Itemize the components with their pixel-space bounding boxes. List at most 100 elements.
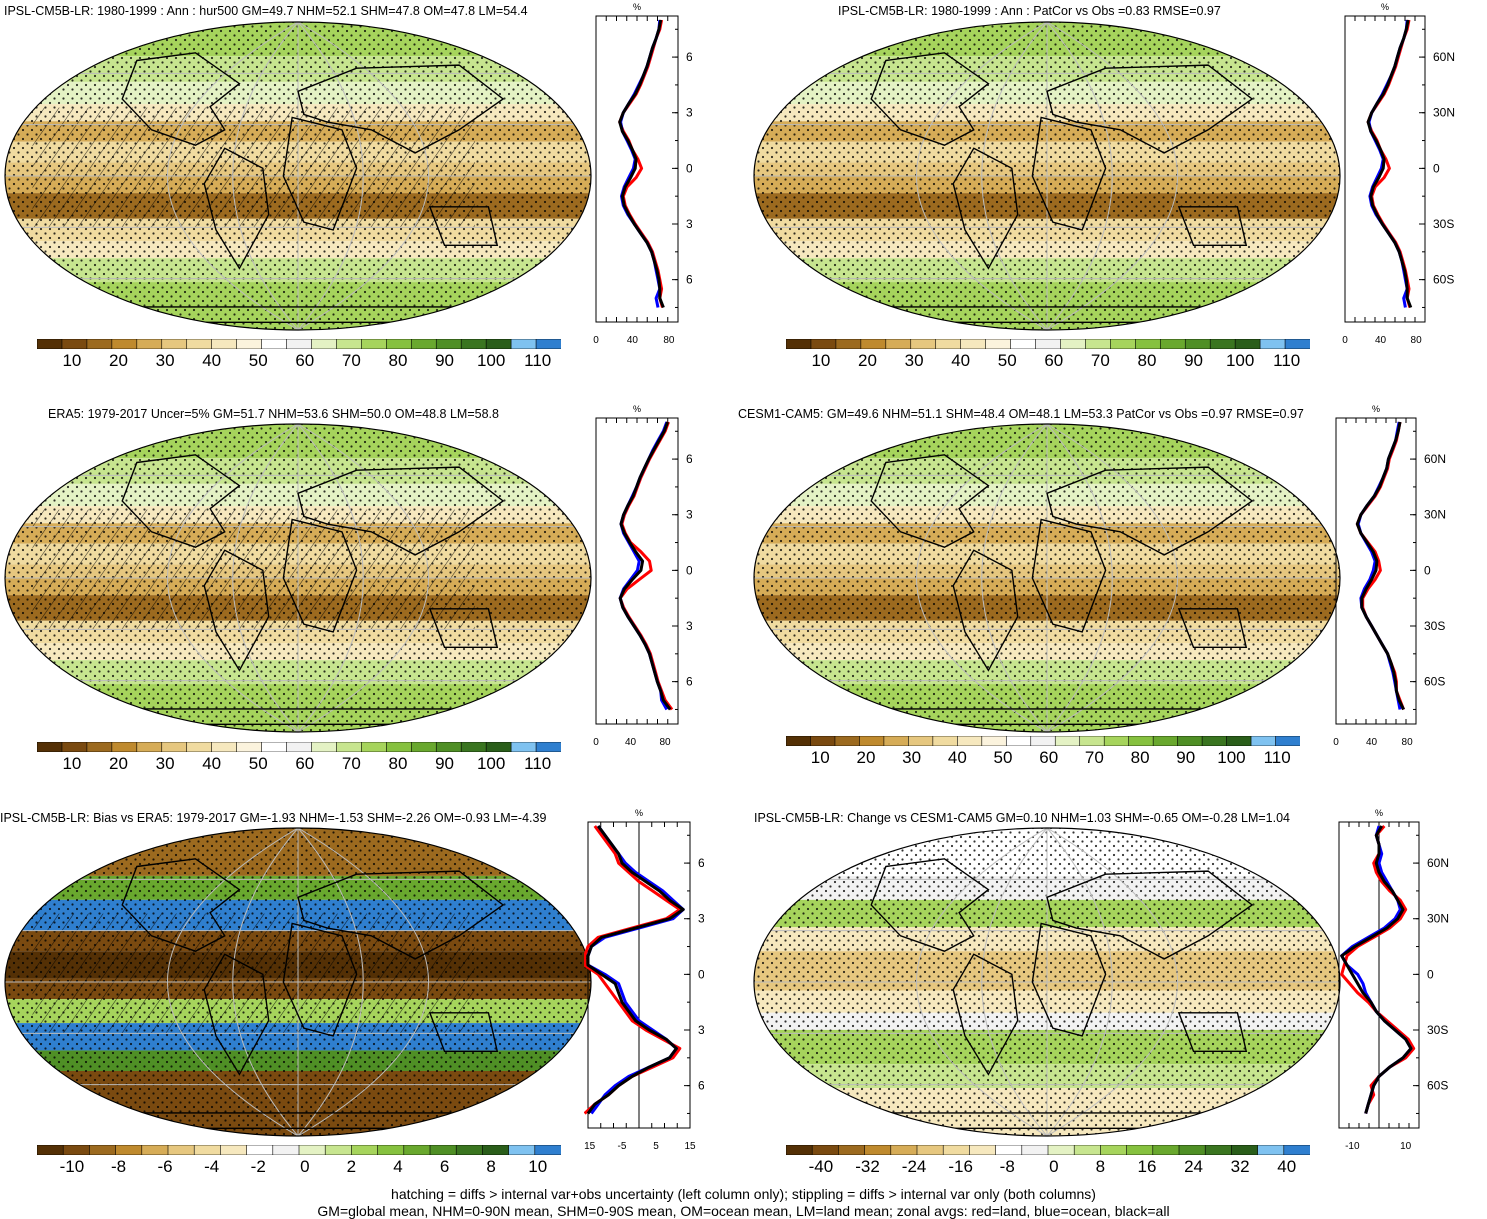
zonal-series-ocean — [586, 825, 685, 1115]
coastline — [203, 147, 270, 270]
colorbar-swatch — [161, 339, 188, 349]
graticule-meridian — [981, 424, 1048, 732]
graticule-meridian — [297, 22, 364, 330]
colorbar-tick-label: 110 — [524, 754, 552, 773]
graticule-meridian — [167, 22, 299, 330]
coastline — [1046, 64, 1254, 154]
colorbar-tick-label: 20 — [109, 754, 128, 773]
colorbar-tick-label: -2 — [250, 1157, 266, 1176]
colorbar-labels: 10 20 30 40 50 60 70 80 90 100 110 — [0, 754, 700, 774]
colorbar-swatch — [220, 1145, 248, 1155]
zonal-xtick-label: 40 — [1366, 737, 1378, 748]
colorbar-tick-label: 110 — [1263, 748, 1291, 767]
colorbar-swatch — [336, 339, 363, 349]
coastline — [952, 549, 1019, 672]
colorbar-swatch — [386, 339, 413, 349]
zonal-frame — [1344, 15, 1426, 323]
zonal-series-ocean — [618, 421, 669, 711]
colorbar-swatch — [186, 339, 213, 349]
graticule-meridian — [1046, 22, 1178, 330]
colorbar-tick-label: 70 — [341, 351, 361, 370]
colorbar-swatch — [1231, 1145, 1259, 1155]
zonal-unit-label: % — [635, 808, 643, 818]
zonal-xtick-label: 0 — [1333, 737, 1339, 748]
coastline — [1031, 116, 1107, 231]
zonal-ytick-label: 0 — [686, 563, 692, 577]
coastline — [282, 116, 358, 231]
graticule-meridian — [981, 828, 1048, 1136]
coastline — [870, 52, 990, 146]
map-hatching — [32, 913, 475, 1034]
zonal-ytick-label: 30S — [686, 217, 692, 231]
map-panel — [753, 423, 1341, 733]
zonal-ytick-label: 30N — [698, 912, 704, 926]
colorbar-swatch — [261, 339, 288, 349]
colorbar-tick-label: 50 — [993, 748, 1013, 767]
zonal-mean-plot: % 60N 30N 0 30S 60S 0 40 80 — [1342, 2, 1455, 346]
colorbar-swatch — [1204, 1145, 1233, 1155]
coastline — [428, 1012, 499, 1053]
colorbar-swatch — [510, 339, 537, 349]
colorbar-swatch — [1079, 736, 1105, 746]
zonal-unit-label: % — [633, 404, 641, 414]
coastline — [428, 206, 499, 247]
colorbar-swatch — [1201, 736, 1228, 746]
colorbar-tick-label: 10 — [528, 1157, 548, 1176]
zonal-unit-label: % — [1375, 808, 1383, 818]
zonal-ytick-label: 60S — [1433, 273, 1454, 287]
colorbar-tick-label: -40 — [808, 1157, 834, 1176]
colorbar-swatch — [1152, 1145, 1180, 1155]
colorbar-labels: -10 -8 -6 -4 -2 0 2 4 6 8 10 — [0, 1157, 700, 1177]
colorbar-swatch — [1135, 339, 1162, 349]
colorbar-tick-label: 80 — [388, 351, 408, 370]
colorbar-swatch — [508, 1145, 536, 1155]
colorbar-tick-label: -8 — [999, 1157, 1015, 1176]
zonal-ytick-label: 30N — [686, 106, 692, 120]
colorbar-swatch — [1283, 1145, 1310, 1155]
colorbar-tick-label: 80 — [388, 754, 408, 773]
colorbar-swatch — [286, 339, 313, 349]
colorbar-swatch — [1259, 339, 1286, 349]
colorbar-swatch — [1110, 339, 1137, 349]
zonal-ytick-label: 30S — [1427, 1023, 1448, 1037]
graticule-meridian — [167, 828, 299, 1136]
zonal-xtick-label: 40 — [625, 737, 637, 748]
colorbar-tick-label: 24 — [1184, 1157, 1204, 1176]
zonal-xtick-label: 0 — [593, 335, 599, 346]
colorbar-tick-label: 70 — [1090, 351, 1110, 370]
colorbar-tick-label: 10 — [810, 748, 830, 767]
colorbar — [37, 339, 561, 349]
colorbar-swatch — [786, 736, 812, 746]
zonal-xtick-label: 0 — [593, 737, 599, 748]
colorbar-swatch — [1030, 736, 1057, 746]
colorbar-tick-label: 50 — [248, 351, 268, 370]
colorbar-tick-label: 4 — [393, 1157, 403, 1176]
zonal-ytick-label: 60S — [1427, 1079, 1448, 1093]
colorbar-tick-label: 60 — [295, 351, 315, 370]
colorbar-swatch — [361, 339, 388, 349]
colorbar-swatch — [535, 742, 561, 752]
colorbar-swatch — [535, 339, 561, 349]
zonal-ytick-label: 30S — [686, 619, 692, 633]
colorbar-tick-label: 60 — [295, 754, 315, 773]
map-panel — [753, 827, 1341, 1137]
colorbar-swatch — [311, 339, 338, 349]
zonal-xtick-label: -10 — [1345, 1141, 1360, 1152]
zonal-ytick-label: 60S — [1424, 675, 1445, 689]
colorbar-tick-label: 110 — [1273, 351, 1301, 370]
colorbar-swatch — [193, 1145, 222, 1155]
colorbar-tick-label: 40 — [202, 351, 222, 370]
colorbar-tick-label: 100 — [476, 754, 506, 773]
coastline — [297, 64, 505, 154]
colorbar-tick-label: -4 — [204, 1157, 220, 1176]
panel-title: IPSL-CM5B-LR: 1980-1999 : Ann : PatCor v… — [838, 4, 1221, 18]
colorbar-swatch — [811, 1145, 840, 1155]
colorbar-tick-label: 20 — [856, 748, 876, 767]
colorbar-tick-label: 10 — [62, 754, 82, 773]
colorbar-swatch — [1126, 1145, 1154, 1155]
colorbar-swatch — [482, 1145, 510, 1155]
colorbar-swatch — [324, 1145, 353, 1155]
graticule-meridian — [1046, 828, 1113, 1136]
graticule-meridian — [232, 424, 299, 732]
coastline — [203, 953, 270, 1076]
